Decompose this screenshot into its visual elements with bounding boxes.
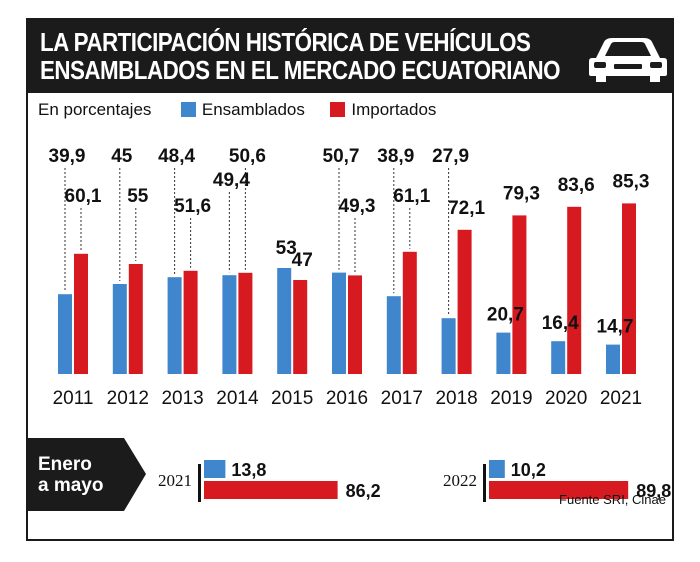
value-label-importados-2013: 51,6 — [174, 196, 211, 217]
header-bar: LA PARTICIPACIÓN HISTÓRICA DE VEHÍCULOS … — [28, 20, 672, 93]
bar-importados-2013 — [183, 270, 198, 374]
hvalue-ensamblados-2021: 13,8 — [231, 460, 266, 480]
value-label-ensamblados-2015: 53 — [276, 238, 297, 259]
hbar-ensamblados-2021 — [204, 460, 226, 478]
value-label-ensamblados-2019: 20,7 — [487, 305, 524, 326]
value-label-ensamblados-2016: 50,7 — [323, 146, 360, 167]
bar-ensamblados-2012 — [112, 284, 127, 374]
year-label-2011: 2011 — [53, 388, 94, 409]
bar-ensamblados-2021 — [606, 344, 620, 374]
bar-ensamblados-2013 — [167, 277, 182, 374]
main-bar-chart: 2011 39,9 60,1 2012 45 55 2013 48,4 51,6 2014 49,4… — [49, 146, 650, 409]
value-label-importados-2021: 85,3 — [613, 171, 650, 192]
bar-ensamblados-2019 — [496, 332, 511, 374]
value-label-ensamblados-2020: 16,4 — [542, 313, 579, 334]
hvalue-ensamblados-2022: 10,2 — [511, 460, 546, 480]
badge-line-2: a mayo — [38, 475, 104, 496]
year-label-2021: 2021 — [600, 388, 642, 409]
value-label-ensamblados-2021: 14,7 — [597, 317, 634, 338]
year-label-2020: 2020 — [545, 388, 587, 409]
bar-ensamblados-2011 — [58, 294, 72, 374]
axis-line-2022 — [483, 464, 486, 502]
value-label-ensamblados-2014: 49,4 — [213, 170, 250, 191]
year-label-2021: 2021 — [158, 471, 192, 490]
year-label-2019: 2019 — [490, 388, 532, 409]
bar-ensamblados-2018 — [441, 318, 456, 374]
bar-importados-2016 — [348, 275, 362, 374]
value-label-importados-2011: 60,1 — [65, 186, 102, 207]
source-note: Fuente SRI, Cinae — [559, 492, 666, 507]
value-label-importados-2020: 83,6 — [558, 175, 595, 196]
legend: En porcentajes Ensamblados Importados — [38, 100, 436, 120]
year-label-2014: 2014 — [216, 388, 259, 409]
bar-ensamblados-2014 — [222, 275, 237, 374]
value-label-importados-2014: 50,6 — [229, 146, 266, 167]
badge-arrow — [28, 438, 146, 511]
value-label-ensamblados-2011: 39,9 — [49, 146, 86, 167]
value-label-importados-2018: 72,1 — [448, 198, 485, 219]
axis-line-2021 — [198, 464, 201, 502]
title-line-2: ENSAMBLADOS EN EL MERCADO ECUATORIANO — [40, 55, 561, 85]
infographic-frame: LA PARTICIPACIÓN HISTÓRICA DE VEHÍCULOS … — [26, 18, 674, 541]
legend-swatch-ensamblados — [180, 102, 196, 117]
year-label-2013: 2013 — [161, 388, 203, 409]
hbar-importados-2022 — [489, 481, 629, 499]
bar-ensamblados-2016 — [332, 272, 346, 374]
value-label-ensamblados-2017: 38,9 — [377, 146, 414, 167]
bar-importados-2017 — [402, 251, 417, 374]
year-label-2022: 2022 — [443, 471, 477, 490]
enero-mayo-panel: Enero a mayo 2021 13,8 86,2 2022 10,2 89,8 Fu… — [28, 438, 672, 511]
legend-label-ensamblados: Ensamblados — [201, 100, 305, 119]
bar-ensamblados-2020 — [551, 341, 566, 374]
badge-label: Enero a mayo — [38, 454, 103, 496]
car-icon — [589, 38, 667, 82]
value-label-importados-2015: 47 — [292, 250, 313, 271]
bar-importados-2015 — [293, 280, 308, 374]
hvalue-importados-2021: 86,2 — [346, 481, 381, 501]
badge-line-1: Enero — [38, 454, 92, 475]
bar-importados-2021 — [622, 203, 636, 374]
legend-label-importados: Importados — [351, 100, 437, 119]
page-title: LA PARTICIPACIÓN HISTÓRICA DE VEHÍCULOS … — [40, 27, 561, 85]
bar-importados-2011 — [74, 253, 88, 374]
bar-importados-2020 — [567, 206, 582, 374]
value-label-ensamblados-2013: 48,4 — [158, 146, 195, 167]
year-label-2016: 2016 — [326, 388, 368, 409]
year-label-2015: 2015 — [271, 388, 313, 409]
value-label-ensamblados-2012: 45 — [111, 146, 133, 167]
bar-ensamblados-2017 — [386, 296, 401, 374]
year-label-2018: 2018 — [435, 388, 477, 409]
value-label-importados-2016: 49,3 — [339, 196, 376, 217]
hbar-importados-2021 — [204, 481, 338, 499]
value-label-importados-2017: 61,1 — [393, 186, 430, 207]
bar-importados-2012 — [128, 264, 143, 374]
hbar-ensamblados-2022 — [489, 460, 505, 478]
hvalue-importados-2022: 89,8 — [636, 481, 671, 501]
year-label-2017: 2017 — [381, 388, 423, 409]
enero-mayo-chart: 2021 13,8 86,2 2022 10,2 89,8 — [158, 460, 671, 502]
value-label-importados-2012: 55 — [127, 186, 149, 207]
bar-ensamblados-2015 — [277, 268, 292, 374]
unit-label: En porcentajes — [38, 100, 152, 119]
title-line-1: LA PARTICIPACIÓN HISTÓRICA DE VEHÍCULOS — [40, 27, 531, 57]
value-label-importados-2019: 79,3 — [503, 183, 540, 204]
bar-importados-2019 — [512, 215, 527, 374]
legend-swatch-importados — [330, 102, 346, 117]
bar-importados-2014 — [238, 272, 253, 374]
value-label-ensamblados-2018: 27,9 — [432, 146, 469, 167]
year-label-2012: 2012 — [107, 388, 149, 409]
bar-importados-2018 — [457, 229, 472, 374]
